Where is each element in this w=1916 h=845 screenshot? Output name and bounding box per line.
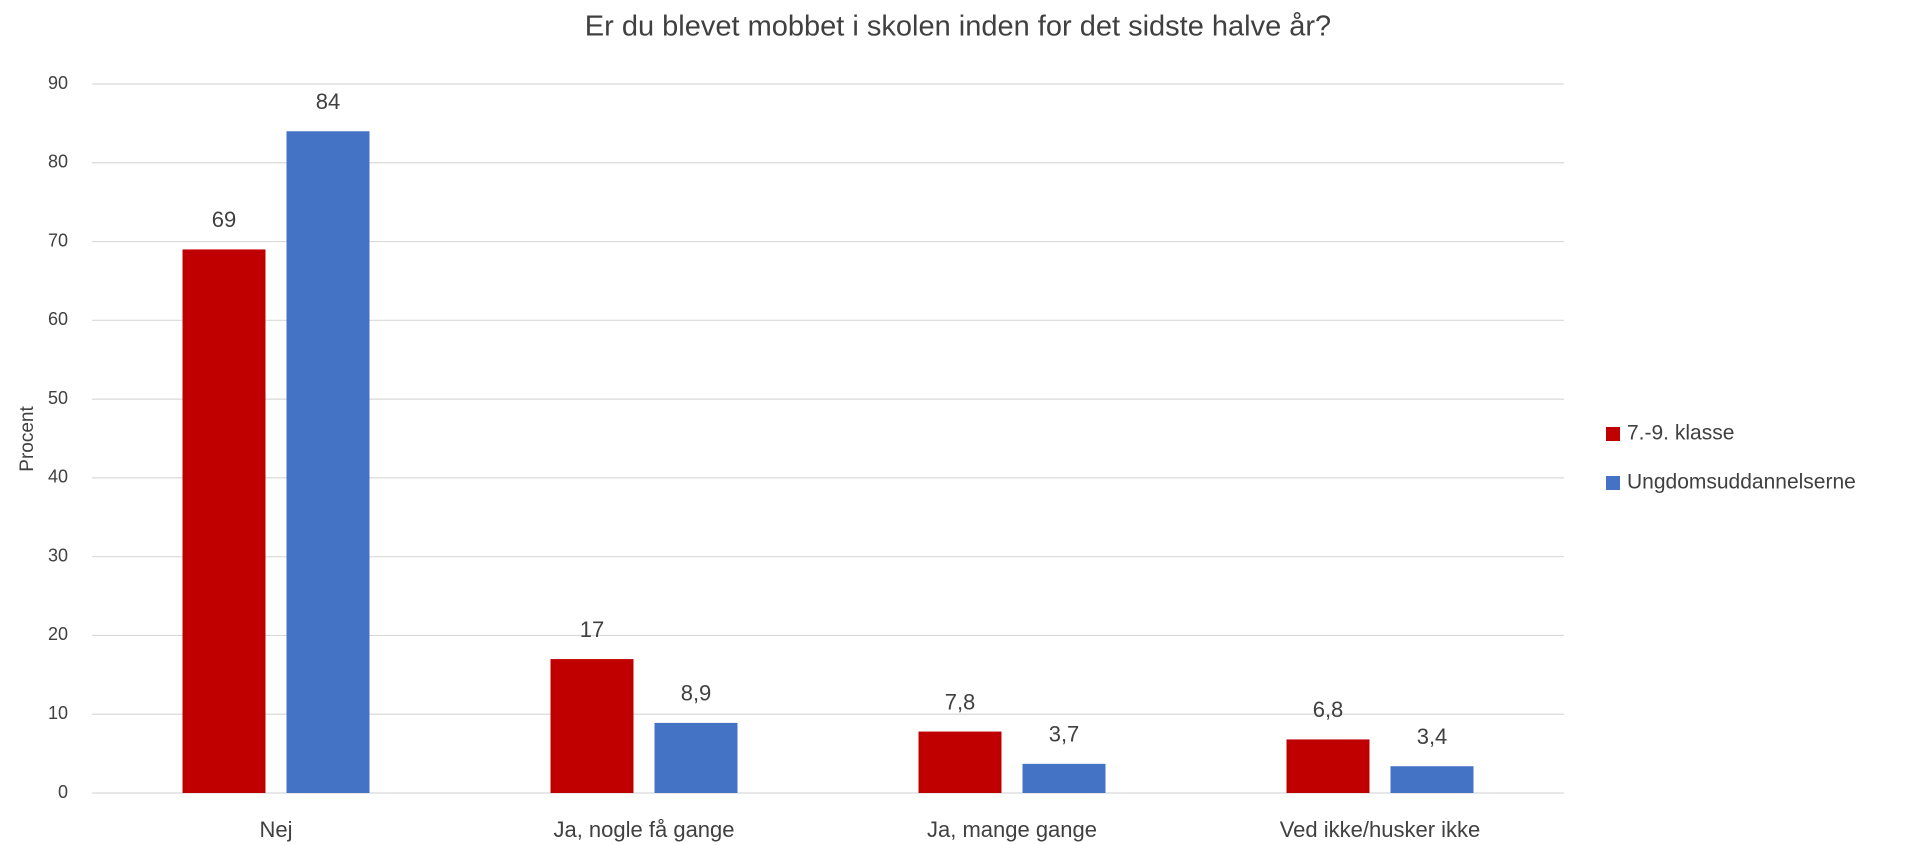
y-tick-label: 20: [48, 624, 68, 644]
y-tick-label: 50: [48, 388, 68, 408]
data-label: 69: [212, 207, 236, 232]
legend-label: 7.-9. klasse: [1627, 422, 1734, 445]
bar: [182, 249, 266, 793]
chart-title: Er du blevet mobbet i skolen inden for d…: [585, 11, 1331, 43]
x-tick-label: Ja, mange gange: [927, 817, 1097, 842]
bar: [918, 731, 1002, 793]
bar: [1390, 766, 1474, 793]
y-tick-label: 80: [48, 152, 68, 172]
y-tick-label: 30: [48, 545, 68, 565]
bar: [1022, 763, 1106, 793]
data-label: 7,8: [945, 689, 976, 714]
data-label: 84: [316, 89, 340, 114]
legend-label: Ungdomsuddannelserne: [1627, 471, 1856, 494]
x-tick-label: Ja, nogle få gange: [553, 817, 734, 842]
data-label: 3,4: [1417, 724, 1448, 749]
data-label: 6,8: [1313, 697, 1344, 722]
bar: [286, 131, 370, 793]
y-tick-label: 60: [48, 309, 68, 329]
y-tick-label: 90: [48, 73, 68, 93]
bar: [1286, 739, 1370, 793]
bar: [654, 722, 738, 793]
data-label: 3,7: [1049, 722, 1080, 747]
legend-swatch: [1606, 427, 1620, 441]
data-label: 8,9: [681, 681, 712, 706]
y-tick-label: 70: [48, 230, 68, 250]
y-tick-label: 0: [58, 782, 68, 802]
x-tick-label: Nej: [259, 817, 292, 842]
legend-swatch: [1606, 476, 1620, 490]
y-tick-label: 10: [48, 703, 68, 723]
y-axis-label: Procent: [17, 406, 38, 472]
data-label: 17: [580, 617, 604, 642]
x-tick-label: Ved ikke/husker ikke: [1280, 817, 1481, 842]
y-tick-label: 40: [48, 467, 68, 487]
bar: [550, 659, 634, 793]
